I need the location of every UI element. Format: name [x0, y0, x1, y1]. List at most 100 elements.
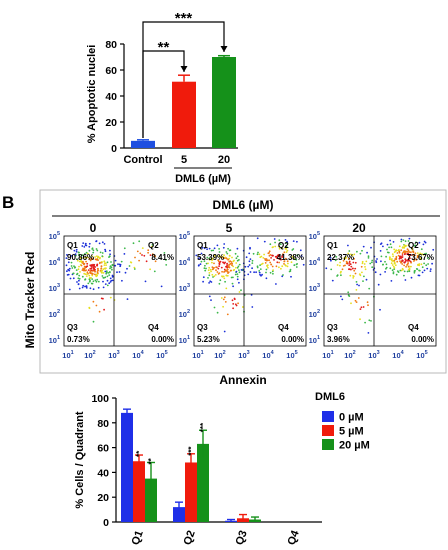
x-tick-label: 102 — [214, 350, 225, 360]
event-dot — [80, 264, 83, 267]
event-dot — [296, 254, 299, 256]
event-dot — [359, 308, 362, 310]
event-dot — [94, 273, 96, 276]
event-dot — [70, 265, 73, 267]
y-tick-label: 103 — [49, 283, 60, 293]
event-dot — [124, 271, 127, 274]
y-tick-label: 102 — [309, 309, 320, 319]
event-dot — [88, 249, 91, 252]
event-dot — [200, 252, 203, 255]
event-dot — [292, 248, 295, 250]
event-dot — [354, 272, 357, 275]
event-dot — [232, 276, 234, 279]
chart-c-ylabel: % Cells / Quadrant — [74, 411, 86, 509]
event-dot — [88, 274, 91, 277]
quadrant-label: Q4 — [408, 323, 419, 332]
event-dot — [238, 291, 241, 293]
q3-percent: 5.23% — [197, 335, 220, 344]
event-dot — [74, 266, 77, 269]
event-dot — [361, 262, 364, 265]
legend-swatch — [322, 439, 334, 450]
event-dot — [269, 243, 272, 246]
event-dot — [360, 306, 363, 309]
event-dot — [411, 249, 414, 251]
event-dot — [392, 265, 395, 268]
event-dot — [226, 262, 229, 265]
event-dot — [213, 256, 216, 259]
event-dot — [204, 264, 206, 267]
event-dot — [80, 261, 83, 264]
event-dot — [104, 262, 107, 265]
event-dot — [97, 286, 100, 289]
event-dot — [236, 266, 239, 269]
y-tick-label: 0 — [103, 517, 109, 529]
event-dot — [76, 281, 78, 283]
event-dot — [230, 276, 233, 279]
quadrant-label: Q3 — [327, 323, 338, 332]
event-dot — [263, 240, 266, 243]
chart-a-ticks: 0 20 40 60 80 — [105, 39, 124, 155]
event-dot — [92, 249, 95, 252]
event-dot — [264, 259, 267, 261]
chart-c-legend: DML6 0 µM 5 µM 20 µM — [315, 391, 370, 452]
event-dot — [147, 251, 150, 254]
event-dot — [271, 254, 274, 257]
event-dot — [95, 248, 98, 250]
event-dot — [227, 265, 230, 268]
event-dot — [238, 281, 240, 284]
event-dot — [400, 238, 403, 241]
event-dot — [248, 252, 251, 255]
event-dot — [84, 278, 87, 280]
event-dot — [207, 277, 209, 279]
event-dot — [404, 253, 406, 255]
event-dot — [396, 270, 399, 272]
event-dot — [414, 244, 416, 247]
event-dot — [82, 284, 85, 287]
event-dot — [100, 297, 103, 300]
event-dot — [272, 269, 274, 271]
event-dot — [68, 288, 71, 291]
event-dot — [207, 262, 209, 265]
event-dot — [211, 266, 214, 269]
event-dot — [390, 280, 393, 282]
event-dot — [208, 247, 211, 250]
event-dot — [422, 243, 425, 246]
chart-a-significance: ***** — [142, 10, 228, 138]
event-dot — [399, 260, 401, 263]
quadrant-label: Q2 — [278, 241, 289, 250]
event-dot — [226, 265, 228, 268]
event-dot — [286, 265, 289, 268]
event-dot — [329, 257, 332, 259]
event-dot — [208, 295, 211, 298]
event-dot — [350, 265, 353, 268]
event-dot — [284, 257, 287, 260]
event-dot — [296, 240, 298, 243]
bracket-arrow — [220, 46, 228, 52]
event-dot — [114, 264, 117, 267]
event-dot — [110, 279, 113, 282]
event-dot — [221, 255, 224, 258]
event-dot — [81, 245, 84, 247]
event-dot — [278, 239, 281, 242]
x-tick-label: 102 — [84, 350, 95, 360]
event-dot — [71, 267, 74, 269]
event-dot — [405, 244, 407, 247]
event-dot — [406, 248, 409, 251]
event-dot — [91, 255, 93, 257]
event-dot — [211, 257, 213, 260]
event-dot — [429, 270, 432, 272]
event-dot — [217, 273, 220, 275]
event-dot — [203, 260, 206, 262]
event-dot — [134, 256, 136, 259]
event-dot — [236, 255, 239, 258]
event-dot — [419, 252, 422, 255]
event-dot — [105, 270, 108, 272]
event-dot — [218, 251, 221, 253]
event-dot — [280, 258, 282, 261]
event-dot — [357, 297, 360, 299]
event-dot — [384, 271, 386, 273]
event-dot — [407, 249, 410, 252]
event-dot — [401, 267, 404, 270]
